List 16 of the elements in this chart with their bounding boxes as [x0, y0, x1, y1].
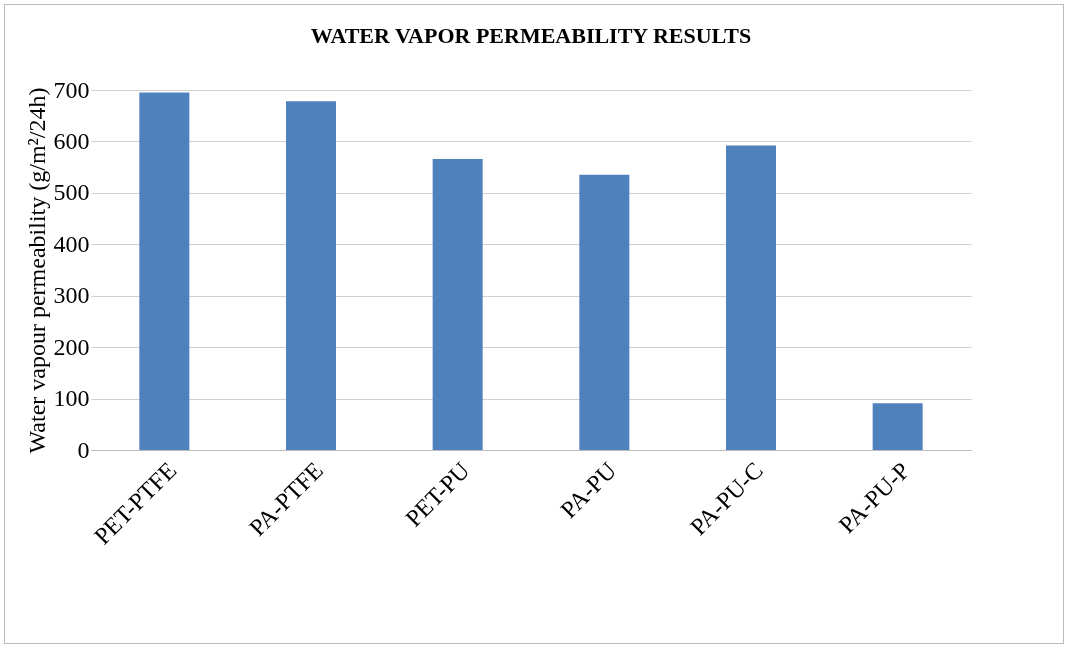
y-tick-label: 400	[53, 230, 90, 257]
chart-title: WATER VAPOR PERMEABILITY RESULTS	[310, 23, 752, 48]
bar	[726, 145, 776, 450]
y-tick-label: 600	[53, 127, 90, 154]
y-tick-label: 300	[53, 282, 90, 309]
y-tick-label: 200	[53, 333, 90, 360]
bar	[872, 403, 923, 450]
y-axis-title: Water vapour permeability (g/m²/24h)	[23, 87, 50, 454]
bar	[579, 174, 630, 450]
bar	[432, 158, 483, 450]
bar	[286, 101, 336, 450]
bar	[139, 92, 190, 450]
y-tick-label: 700	[53, 76, 90, 103]
y-tick-label: 0	[77, 436, 90, 463]
y-tick-label: 500	[53, 179, 90, 206]
y-tick-label: 100	[53, 385, 90, 412]
